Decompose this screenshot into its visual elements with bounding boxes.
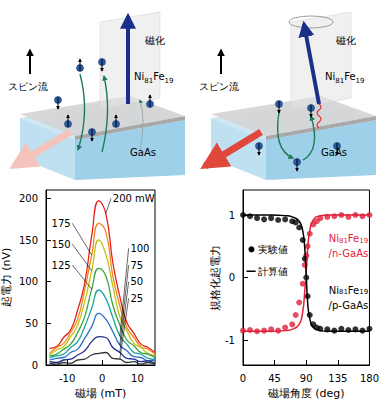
svg-text:Ni: Ni <box>329 285 339 296</box>
svg-text:150: 150 <box>52 239 71 250</box>
svg-text:45: 45 <box>268 373 281 384</box>
svg-text:150: 150 <box>19 235 38 246</box>
svg-text:/p-GaAs: /p-GaAs <box>329 300 369 311</box>
svg-text:90: 90 <box>300 373 313 384</box>
svg-text:19: 19 <box>359 288 368 296</box>
svg-text:0: 0 <box>229 272 235 283</box>
svg-text:100: 100 <box>130 243 149 254</box>
svg-text:/n-GaAs: /n-GaAs <box>329 248 369 259</box>
svg-text:200 mW: 200 mW <box>113 193 155 204</box>
svg-text:200: 200 <box>19 193 38 204</box>
svg-text:磁化: 磁化 <box>144 35 165 46</box>
svg-text:スピン流: スピン流 <box>8 81 48 92</box>
svg-text:0: 0 <box>99 373 105 384</box>
svg-text:スピン流: スピン流 <box>199 81 239 92</box>
svg-text:50: 50 <box>130 276 143 287</box>
svg-text:75: 75 <box>130 260 143 271</box>
svg-text:125: 125 <box>52 260 71 271</box>
svg-text:50: 50 <box>25 318 38 329</box>
svg-text:規格化起電力: 規格化起電力 <box>209 245 222 311</box>
svg-text:81: 81 <box>339 237 348 245</box>
svg-text:175: 175 <box>52 218 71 229</box>
svg-text:実験値: 実験値 <box>258 244 288 255</box>
svg-text:磁場角度 (deg): 磁場角度 (deg) <box>267 387 345 400</box>
svg-text:GaAs: GaAs <box>321 147 347 158</box>
svg-text:Ni81Fe19: Ni81Fe19 <box>134 71 173 85</box>
svg-text:Ni81Fe19: Ni81Fe19 <box>325 71 364 85</box>
svg-text:GaAs: GaAs <box>130 147 156 158</box>
svg-text:135: 135 <box>328 373 347 384</box>
svg-text:25: 25 <box>130 293 143 304</box>
svg-text:180: 180 <box>360 373 379 384</box>
svg-text:Ni: Ni <box>329 233 339 244</box>
svg-text:Fe: Fe <box>348 285 359 296</box>
svg-text:Fe: Fe <box>348 233 359 244</box>
svg-text:-10: -10 <box>59 373 75 384</box>
svg-text:計算値: 計算値 <box>258 266 288 277</box>
svg-text:0: 0 <box>240 373 246 384</box>
svg-text:19: 19 <box>359 237 368 245</box>
svg-text:-1: -1 <box>225 335 235 346</box>
svg-text:0: 0 <box>32 360 38 371</box>
svg-text:磁化: 磁化 <box>335 35 356 46</box>
svg-text:81: 81 <box>339 288 348 296</box>
svg-text:100: 100 <box>19 276 38 287</box>
svg-text:磁場 (mT): 磁場 (mT) <box>74 387 127 400</box>
svg-text:1: 1 <box>229 210 235 221</box>
svg-text:10: 10 <box>131 373 144 384</box>
svg-text:起電力 (nV): 起電力 (nV) <box>0 248 13 308</box>
